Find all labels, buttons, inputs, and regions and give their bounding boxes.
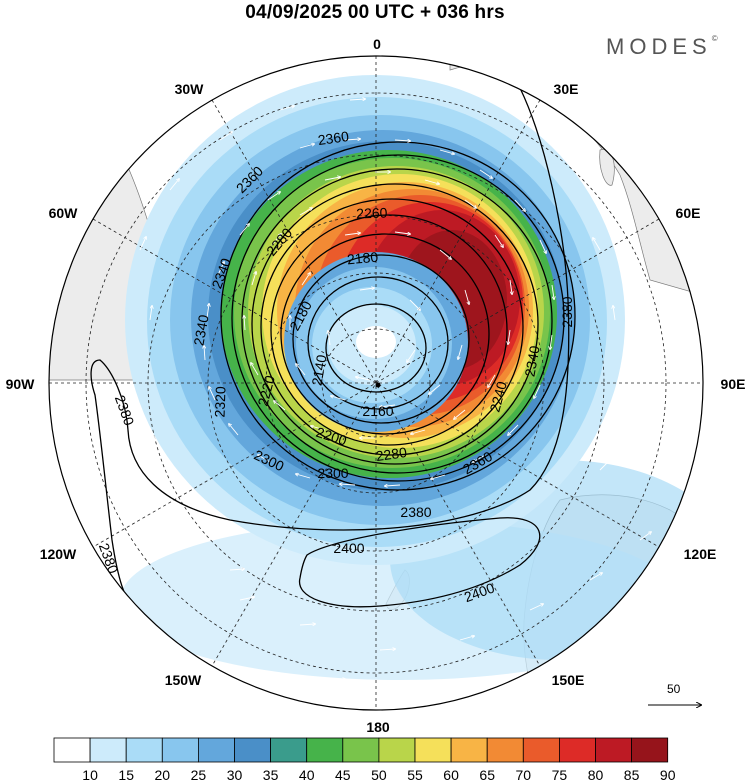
contour-label: 2360 [317, 128, 350, 148]
lon-label-60e: 60E [676, 205, 701, 221]
height-contours [90, 87, 576, 611]
brand-mark: © [711, 34, 718, 43]
contour-label: 2340 [521, 344, 542, 378]
south-pole-marker [375, 382, 381, 388]
contour-label: 2140 [308, 353, 329, 387]
contour-label: 2260 [356, 204, 388, 221]
contour-label: 2220 [254, 373, 278, 407]
map-boundary [48, 55, 704, 711]
lon-label-90e: 90E [721, 376, 746, 392]
map-disk [49, 56, 703, 710]
lon-label-150e: 150E [552, 672, 585, 688]
lon-label-180: 180 [366, 719, 390, 735]
graticule [49, 56, 703, 710]
lon-label-0: 0 [373, 36, 381, 52]
wind-speed-shading [120, 75, 703, 680]
contour-label: 2280 [375, 444, 408, 464]
lon-label-120e: 120E [684, 546, 717, 562]
lon-label-30w: 30W [175, 81, 205, 97]
contour-label: 2400 [333, 540, 364, 556]
brand-name: MODES [606, 34, 712, 59]
contour-label: 2340 [190, 313, 211, 347]
lon-label-30e: 30E [554, 81, 579, 97]
contour-label: 2240 [486, 379, 510, 413]
contour-label: 2380 [559, 296, 575, 327]
reference-vector-label: 50 [667, 682, 681, 696]
longitude-labels: 0 30E 60E 90E 120E 150E 180 150W 120W 90… [6, 36, 746, 735]
lon-label-120w: 120W [40, 546, 77, 562]
contour-label: 2160 [362, 403, 393, 419]
contour-label: 2320 [211, 386, 228, 418]
contour-label: 2180 [346, 249, 379, 268]
lon-label-60w: 60W [49, 205, 79, 221]
lon-label-150w: 150W [165, 672, 202, 688]
contour-label: 2300 [317, 465, 348, 481]
contour-label: 2380 [400, 504, 431, 520]
wind-vectors [139, 99, 660, 691]
chart-title: 04/09/2025 00 UTC + 036 hrs [245, 2, 505, 23]
brand-logo: MODES© [606, 34, 718, 60]
lon-label-90w: 90W [6, 376, 36, 392]
